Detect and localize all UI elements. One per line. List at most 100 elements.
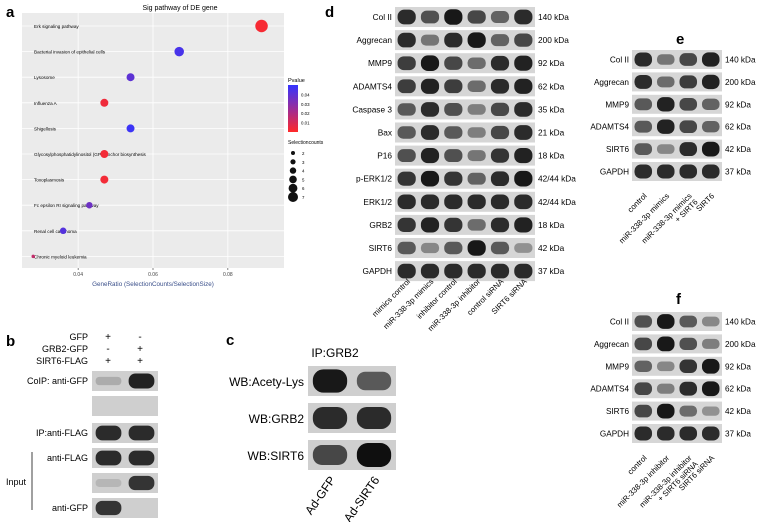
blot-row-label: WB:Acety-Lys — [229, 375, 304, 389]
blot-band — [634, 404, 653, 418]
blot-band — [656, 119, 675, 134]
panel-d-western-blot: Col II 140 kDa Aggrecan 200 kDa MMP9 92 kDa AD… — [352, 7, 576, 333]
blot-band — [701, 141, 720, 157]
blot-size-label: 92 kDa — [538, 58, 565, 68]
blot-band — [397, 9, 416, 25]
size-legend-dot — [288, 183, 298, 193]
panel-a-gridlines — [22, 13, 284, 268]
blot-strip — [632, 117, 722, 137]
blot-band — [95, 425, 122, 441]
blot-band — [467, 127, 486, 138]
blot-strip — [632, 162, 722, 181]
blot-band — [444, 126, 463, 139]
blot-band — [467, 240, 486, 256]
category-label: Influenza A — [34, 101, 58, 106]
panel-c-letter: c — [226, 332, 234, 349]
blot-strip — [395, 214, 535, 235]
blot-band — [679, 405, 698, 417]
blot-row-label: ADAMTS4 — [590, 123, 629, 132]
data-point — [255, 19, 268, 33]
blot-band — [128, 425, 155, 441]
blot-band — [128, 373, 155, 389]
blot-band — [634, 360, 653, 372]
condition-sign: + — [105, 332, 111, 343]
blot-band — [490, 241, 510, 255]
blot-band — [701, 426, 720, 441]
category-label: Toxoplasmosis — [34, 178, 65, 183]
category-label: Fc epsilon RI signaling pathway — [34, 203, 99, 208]
blot-strip — [632, 334, 722, 354]
blot-band — [444, 263, 463, 279]
blot-band — [490, 34, 510, 47]
blot-row-label: WB:SIRT6 — [248, 449, 305, 463]
blot-strip — [395, 53, 535, 74]
blot-band — [312, 407, 348, 429]
condition-sign: - — [138, 332, 141, 343]
data-point — [100, 150, 109, 158]
blot-size-label: 35 kDa — [538, 104, 565, 114]
size-legend-label: 4 — [302, 169, 305, 174]
blot-band — [397, 217, 416, 232]
blot-band — [701, 338, 720, 349]
blot-band — [634, 98, 653, 111]
blot-band — [444, 9, 463, 25]
panel-a-points — [31, 19, 268, 259]
blot-band — [701, 52, 720, 67]
panel-a-xlabel: GeneRatio (SelectionCounts/SelectionSize… — [92, 281, 214, 288]
blot-row-label: ERK1/2 — [363, 197, 392, 207]
blot-band — [679, 75, 698, 89]
blot-band — [634, 337, 653, 351]
blot-band — [634, 52, 653, 67]
blot-row-label: GRB2 — [369, 220, 392, 230]
size-legend-dot — [291, 151, 295, 155]
category-label: Chronic myeloid leukemia — [34, 254, 87, 259]
blot-row-label: CoIP: anti-GFP — [27, 376, 88, 386]
blot-size-label: 37 kDa — [725, 168, 751, 177]
size-legend-label: 6 — [302, 186, 305, 191]
lane-label: miR-338-3p mimics+ SIRT6 — [640, 191, 700, 251]
blot-band — [444, 79, 463, 94]
blot-band — [444, 194, 463, 210]
lane-label: Ad-SIRT6 — [341, 473, 383, 522]
blot-band — [490, 102, 510, 117]
blot-band — [420, 170, 440, 187]
blot-band — [490, 55, 510, 71]
blot-strip — [395, 261, 535, 282]
lane-label: Ad-GFP — [302, 474, 338, 518]
category-label: Renal cell carcinoma — [34, 229, 77, 234]
pvalue-tick-label: 0.02 — [301, 111, 310, 116]
blot-band — [634, 74, 653, 89]
blot-row-label: Col II — [610, 318, 629, 327]
blot-size-label: 21 kDa — [538, 128, 565, 138]
blot-row-label: MMP9 — [368, 58, 392, 68]
blot-row-label: Aggrecan — [594, 340, 629, 349]
blot-row-label: p-ERK1/2 — [356, 174, 392, 184]
blot-band — [634, 143, 653, 155]
data-point — [126, 73, 135, 82]
blot-strip — [395, 122, 535, 143]
condition-sign: + — [105, 356, 111, 367]
condition-label: GFP — [69, 332, 88, 342]
blot-band — [701, 316, 720, 327]
size-legend-dot — [288, 192, 298, 202]
category-label: Glycosylphosphatidylinositol (GPI)-ancho… — [34, 152, 147, 157]
blot-band — [656, 361, 675, 372]
blot-band — [701, 98, 720, 110]
blot-row-label: Aggrecan — [594, 78, 629, 87]
blot-size-label: 140 kDa — [725, 56, 756, 65]
blot-strip — [632, 50, 722, 69]
blot-row-label: P16 — [377, 151, 392, 161]
blot-strip — [632, 72, 722, 92]
blot-size-label: 200 kDa — [725, 340, 756, 349]
blot-band — [514, 33, 533, 47]
x-tick-label: 0.08 — [223, 272, 233, 278]
blot-row-label: Col II — [610, 56, 629, 65]
blot-band — [420, 78, 440, 94]
blot-band — [444, 171, 463, 186]
data-point — [86, 201, 93, 209]
blot-band — [312, 445, 348, 465]
data-point — [100, 175, 109, 184]
blot-strip — [395, 30, 535, 51]
blot-band — [467, 10, 486, 24]
blot-band — [356, 371, 392, 391]
